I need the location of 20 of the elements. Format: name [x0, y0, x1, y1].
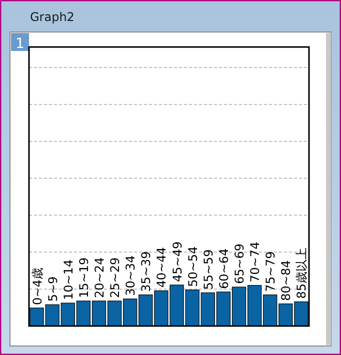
title: Graph2: [30, 10, 74, 24]
category-label: 20~24: [92, 257, 106, 298]
category-label: 35~39: [139, 251, 154, 292]
category-label: 85歳以上: [294, 248, 309, 299]
category-label: 10~14: [61, 259, 76, 300]
category-label: 15~19: [76, 257, 91, 298]
annotation: 1: [16, 36, 24, 52]
category-label: 75~79: [264, 251, 278, 292]
category-label: 70~74: [248, 242, 262, 282]
category-label: 30~34: [124, 255, 138, 296]
category-label: 45~49: [170, 241, 184, 282]
category-label: 40~44: [154, 247, 169, 288]
category-label: 65~69: [232, 243, 246, 284]
category-label: 80~84: [279, 260, 294, 301]
category-label: 5~9: [46, 276, 60, 302]
category-label: 0~4歳: [30, 268, 44, 305]
category-label: 60~64: [216, 248, 231, 289]
category-label: 50~54: [186, 246, 200, 287]
category-label: 25~29: [108, 257, 122, 298]
category-label: 55~59: [201, 249, 216, 290]
